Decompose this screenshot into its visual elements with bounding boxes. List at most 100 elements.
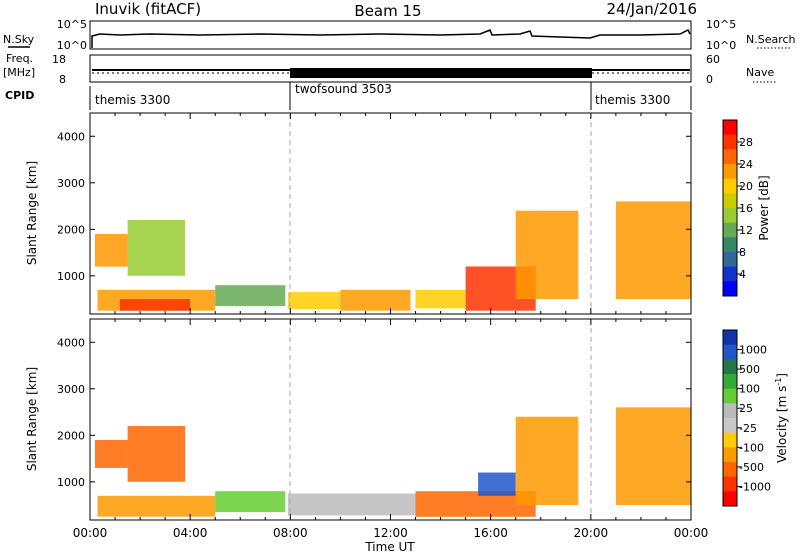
time-tick-label: 00:00: [73, 526, 108, 540]
velocity-ylabel: Slant Range [km]: [25, 367, 39, 471]
date-title: 24/Jan/2016: [607, 0, 698, 18]
power-ytick-label: 2000: [57, 223, 85, 236]
power-ytick-label: 3000: [57, 177, 85, 190]
velocity-echo-cell: [615, 407, 691, 506]
velocity-colorbar-tick-label: -25: [739, 422, 757, 435]
twofsound-freq-block: [290, 68, 592, 78]
time-axis-label: Time UT: [364, 540, 415, 554]
power-ylabel: Slant Range [km]: [25, 161, 39, 265]
time-tick-label: 08:00: [273, 526, 308, 540]
power-echo-cell: [415, 289, 466, 309]
power-colorbar-tick-label: 8: [739, 246, 746, 259]
velocity-colorbar-swatch: [723, 330, 737, 346]
beam-title: Beam 15: [354, 2, 421, 20]
velocity-colorbar: 1000 500 100 25 -25 -100 -500 -1000 Velocity [m…: [722, 329, 789, 507]
time-tick-label: 16:00: [473, 526, 508, 540]
velocity-colorbar-swatch: [723, 374, 737, 390]
velocity-colorbar-swatch: [723, 344, 737, 360]
noise-tick-high-right: 10^5: [706, 18, 736, 31]
power-colorbar-tick-label: 28: [739, 136, 753, 149]
freq-unit: [MHz]: [3, 66, 35, 79]
velocity-echo-cell: [127, 426, 186, 482]
power-colorbar-swatch: [723, 281, 737, 297]
time-tick-label: 12:00: [373, 526, 408, 540]
power-colorbar-swatch: [723, 252, 737, 268]
power-echo-cell: [340, 289, 411, 311]
power-echo-cell: [120, 299, 191, 311]
power-echo-cell: [287, 292, 341, 310]
velocity-colorbar-swatch: [723, 403, 737, 419]
station-title: Inuvik (fitACF): [95, 0, 201, 18]
cpid-segment-2: twofsound 3503: [295, 82, 392, 96]
velocity-colorbar-swatch: [723, 491, 737, 507]
power-colorbar: 28 24 20 16 12 8 4 Power [dB]: [722, 119, 771, 297]
velocity-colorbar-label: Velocity [m s-1]: [774, 373, 789, 463]
power-colorbar-swatch: [723, 164, 737, 180]
noise-trace: [91, 28, 691, 48]
freq-label: Freq.: [6, 52, 33, 65]
velocity-colorbar-tick-label: 500: [739, 363, 760, 376]
cpid-label: CPID: [5, 89, 34, 102]
noise-tick-low-right: 10^0: [706, 39, 736, 52]
cpid-segment-3: themis 3300: [595, 93, 670, 107]
velocity-colorbar-tick-label: 1000: [739, 344, 767, 357]
power-colorbar-tick-label: 4: [739, 268, 746, 281]
power-colorbar-tick-label: 12: [739, 224, 753, 237]
velocity-colorbar-tick-label: 25: [739, 402, 753, 415]
power-colorbar-swatch: [723, 178, 737, 194]
velocity-colorbar-swatch: [723, 476, 737, 492]
power-panel: 1000 2000 3000 4000 Slant Range [km]: [25, 112, 692, 315]
power-colorbar-swatch: [723, 134, 737, 150]
velocity-colorbar-tick-label: -100: [739, 441, 764, 454]
power-echo-cell: [215, 285, 286, 307]
time-tick-label: 20:00: [574, 526, 609, 540]
cpid-segment-1: themis 3300: [95, 93, 170, 107]
power-colorbar-tick-label: 20: [739, 180, 753, 193]
power-colorbar-swatch: [723, 222, 737, 238]
power-ytick-label: 1000: [57, 270, 85, 283]
velocity-ytick-label: 1000: [57, 476, 85, 489]
nave-tick-low: 0: [706, 73, 713, 86]
nave-tick-high: 60: [706, 53, 720, 66]
velocity-echo-cell: [215, 491, 286, 513]
cpid-panel: CPID themis 3300 twofsound 3503 themis 3…: [5, 82, 692, 110]
velocity-colorbar-swatch: [723, 447, 737, 463]
velocity-ytick-label: 2000: [57, 429, 85, 442]
power-colorbar-swatch: [723, 266, 737, 282]
velocity-ytick-label: 3000: [57, 383, 85, 396]
power-colorbar-swatch: [723, 237, 737, 253]
power-colorbar-label: Power [dB]: [757, 175, 771, 240]
power-echo-cell: [615, 201, 691, 300]
velocity-echo-cell: [97, 495, 216, 517]
power-colorbar-tick-label: 16: [739, 202, 753, 215]
freq-panel: Freq. [MHz] 18 8 60 0 Nave: [3, 52, 776, 86]
velocity-colorbar-swatch: [723, 388, 737, 404]
freq-tick-low: 8: [59, 73, 66, 86]
time-tick-label: 00:00: [674, 526, 709, 540]
velocity-colorbar-swatch: [723, 418, 737, 434]
velocity-echo-cell: [95, 440, 128, 468]
power-colorbar-swatch: [723, 120, 737, 136]
noise-panel: N.Sky 10^5 10^0 10^5 10^0 N.Search: [3, 18, 796, 52]
velocity-colorbar-tick-label: -1000: [739, 480, 771, 493]
velocity-colorbar-tick-label: 100: [739, 383, 760, 396]
time-tick-label: 04:00: [173, 526, 208, 540]
power-echo-cell: [127, 220, 186, 276]
power-echo-cell: [95, 234, 128, 267]
velocity-colorbar-swatch: [723, 462, 737, 478]
velocity-echo-cell: [287, 493, 416, 516]
power-echo-cell: [515, 210, 579, 300]
power-colorbar-swatch: [723, 193, 737, 209]
noise-tick-high-left: 10^5: [57, 18, 87, 31]
velocity-colorbar-tick-label: -500: [739, 461, 764, 474]
nave-label: Nave: [746, 66, 774, 79]
freq-tick-high: 18: [52, 53, 66, 66]
power-colorbar-tick-label: 24: [739, 158, 753, 171]
nsearch-label: N.Search: [746, 33, 796, 46]
power-colorbar-swatch: [723, 208, 737, 224]
power-ytick-label: 4000: [57, 130, 85, 143]
velocity-panel: 1000 2000 3000 4000 00:00 04:00 08:00 12:00 16:…: [25, 318, 709, 554]
power-colorbar-swatch: [723, 149, 737, 165]
velocity-colorbar-swatch: [723, 359, 737, 375]
